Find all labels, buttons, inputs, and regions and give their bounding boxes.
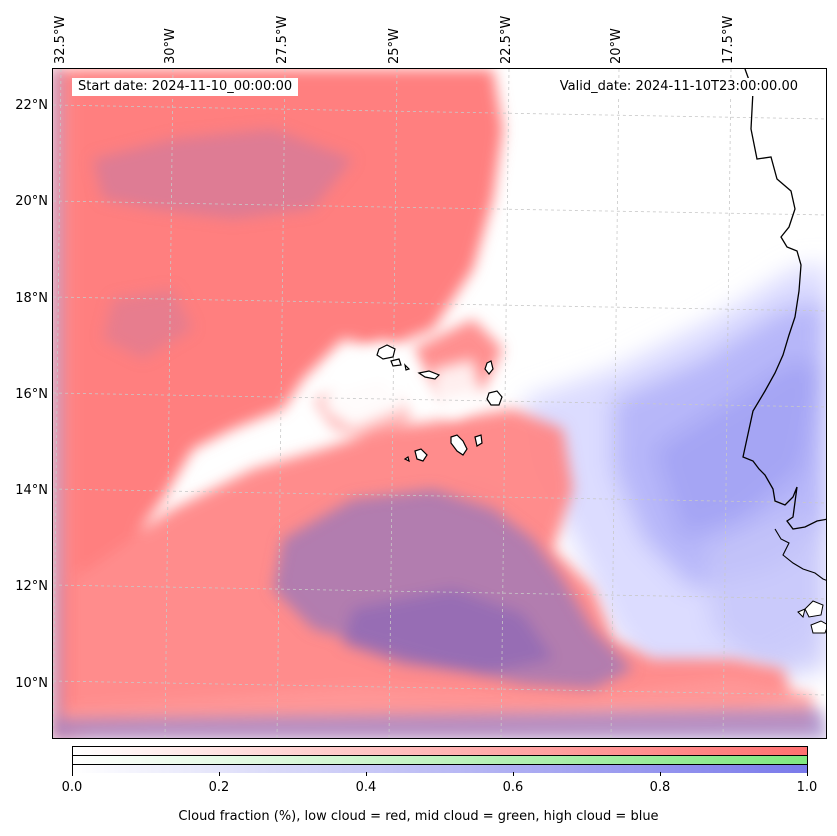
colorbar-tick-label: 0.6 [502,780,524,795]
colorbar-separator [73,755,807,756]
colorbar-tick [219,772,220,776]
colorbar-separator [73,764,807,765]
start-date-label: Start date: 2024-11-10_00:00:00 [72,78,299,96]
lon-label-22-5w: 22.5°W [499,15,514,64]
colorbar-tick-label: 0.0 [61,780,83,795]
colorbar [72,746,808,773]
colorbar-mid-cloud-green [73,756,807,764]
colorbar-tick [660,772,661,776]
colorbar-tick [807,772,808,776]
cloud-fraction-map: Start date: 2024-11-10_00:00:00 Valid_da… [52,68,827,739]
lat-label-22n: 22°N [15,98,48,113]
lon-label-30w: 30°W [163,28,178,64]
lon-label-20w: 20°W [609,28,624,64]
colorbar-tick [513,772,514,776]
guinea-bissau-islands [797,600,826,634]
lat-label-16n: 16°N [15,387,48,402]
colorbar-tick-label: 0.4 [355,780,377,795]
gridlines [53,69,826,738]
lon-label-32-5w: 32.5°W [53,15,68,64]
lon-label-17-5w: 17.5°W [721,15,736,64]
senegal-coast-detail [774,528,826,581]
lon-label-25w: 25°W [387,28,402,64]
colorbar-tick [366,772,367,776]
lat-label-18n: 18°N [15,291,48,306]
colorbar-tick [72,772,73,776]
valid-date-label: Valid_date: 2024-11-10T23:00:00.00 [553,78,804,96]
lat-label-10n: 10°N [15,676,48,691]
colorbar-tick-label: 0.2 [208,780,230,795]
colorbar-high-cloud-blue [73,765,807,773]
map-canvas [53,69,826,738]
colorbar-low-cloud-red [73,747,807,755]
lat-label-12n: 12°N [15,579,48,594]
lon-label-27-5w: 27.5°W [275,15,290,64]
mixed-cloud-field [53,69,826,738]
lat-label-14n: 14°N [15,483,48,498]
cape-verde-islands [376,344,503,463]
colorbar-tick-label: 0.8 [649,780,671,795]
colorbar-tick-label: 1.0 [796,780,818,795]
lat-label-20n: 20°N [15,194,48,209]
africa-coastline [742,69,826,530]
clear-sky-patch [323,339,483,429]
colorbar-caption: Cloud fraction (%), low cloud = red, mid… [178,809,659,824]
